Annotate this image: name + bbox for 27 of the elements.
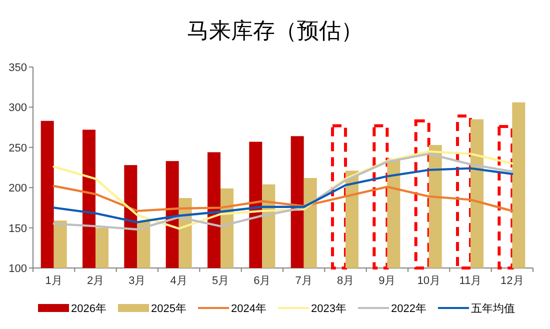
legend-label: 2023年 — [311, 303, 346, 315]
legend-label: 2026年 — [71, 303, 106, 315]
x-tick-label: 11月 — [459, 275, 482, 287]
x-tick-label: 2月 — [86, 275, 104, 287]
legend-label: 2025年 — [151, 303, 186, 315]
x-tick-label: 9月 — [378, 275, 396, 287]
x-tick-label: 8月 — [336, 275, 354, 287]
line-series — [52, 184, 514, 212]
y-tick-label: 150 — [8, 222, 27, 235]
x-tick-label: 5月 — [212, 275, 230, 287]
line-series — [52, 167, 514, 224]
x-tick-label: 3月 — [128, 275, 146, 287]
x-tick-label: 4月 — [170, 275, 188, 287]
y-tick-label: 250 — [8, 142, 27, 154]
x-tick-label: 6月 — [254, 275, 271, 287]
legend-label: 2024年 — [231, 303, 266, 315]
x-tick-label: 7月 — [295, 275, 312, 287]
y-tick-label: 100 — [8, 263, 27, 275]
x-tick-label: 12月 — [500, 275, 524, 287]
y-tick-label: 300 — [8, 102, 27, 114]
y-tick-label: 350 — [8, 62, 27, 74]
chart-title: 马来库存（预估） — [187, 18, 363, 43]
x-tick-label: 10月 — [417, 275, 440, 287]
x-tick-label: 1月 — [45, 275, 62, 287]
y-tick-label: 200 — [8, 182, 27, 195]
legend-label: 2022年 — [391, 303, 426, 315]
legend-label: 五年均值 — [471, 303, 515, 315]
